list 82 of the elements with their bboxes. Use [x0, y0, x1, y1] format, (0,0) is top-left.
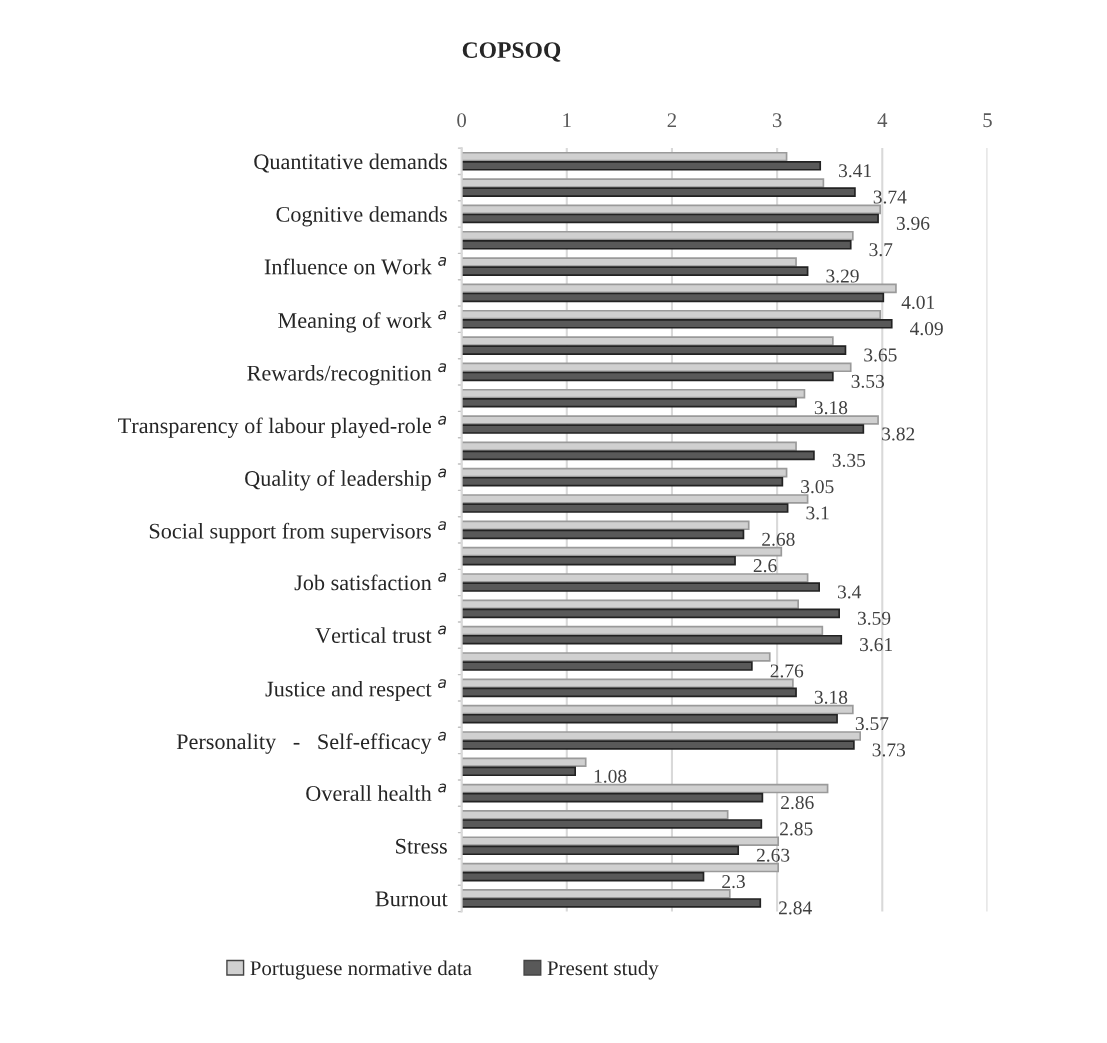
bar [461, 318, 893, 329]
legend-label: Portuguese normative data [250, 960, 472, 980]
y-tick-label: Stress [396, 838, 447, 854]
bar [461, 371, 834, 382]
y-tick-label: Vertical trust $^{a}$ [315, 625, 446, 644]
data-label: 2.63 [756, 848, 790, 862]
x-tick-label: 2 [667, 113, 677, 127]
data-label: 1.08 [594, 769, 627, 783]
bar [461, 661, 753, 671]
y-tick-label: Cognitive demands [276, 206, 447, 227]
y-tick-label: Job satisfaction $^{a}$ [294, 572, 447, 591]
bar [461, 292, 885, 303]
data-label: 3.35 [832, 453, 866, 467]
chart-title: COPSOQ [462, 42, 561, 62]
bar [461, 397, 797, 408]
y-tick-label: Influence on Work $^{a}$ [264, 256, 447, 275]
y-tick-label: Rewards/recognition $^{a}$ [247, 363, 447, 386]
data-label: 3.4 [837, 585, 862, 599]
data-label: 3.7 [869, 243, 893, 257]
data-label: 4.09 [910, 322, 943, 336]
x-tick-label: 4 [877, 113, 888, 127]
data-label: 3.73 [872, 743, 906, 757]
bar [461, 213, 879, 224]
data-label: 2.68 [762, 532, 795, 546]
y-tick-label: Personality - Self-efficacy $^{a}$ [176, 731, 446, 754]
data-label: 2.3 [722, 875, 745, 889]
data-label: 2.76 [770, 664, 804, 678]
bar [461, 713, 838, 724]
bar [461, 240, 852, 250]
bar [461, 766, 577, 777]
y-tick-label: Social support from supervisors $^{a}$ [149, 521, 446, 544]
y-tick-label: Burnout [375, 891, 448, 907]
data-label: 2.6 [753, 559, 777, 573]
x-tick-label: 5 [983, 113, 992, 128]
data-label: 2.85 [780, 822, 813, 836]
data-label: 3.05 [801, 480, 834, 494]
bar [461, 634, 843, 645]
y-tick-label: Meaning of work $^{a}$ [278, 310, 447, 333]
y-tick-label: Justice and respect $^{a}$ [265, 679, 446, 702]
bar [461, 345, 847, 355]
data-label: 3.61 [860, 638, 892, 652]
data-label: 3.1 [806, 506, 829, 520]
x-tick-label: 3 [772, 113, 782, 128]
data-label: 2.86 [781, 795, 814, 810]
data-label: 3.59 [857, 611, 891, 625]
bar [461, 266, 809, 276]
bar [461, 450, 815, 461]
bar [461, 476, 784, 487]
data-label: 4.01 [901, 295, 935, 309]
bar [461, 187, 856, 197]
x-tick-label: 0 [457, 113, 467, 128]
y-tick-label: Quality of leadership $^{a}$ [245, 468, 447, 491]
bar [461, 687, 797, 698]
data-label: 3.18 [814, 690, 848, 704]
bar [461, 792, 764, 803]
y-tick-label: Quantitative demands [254, 153, 447, 173]
x-tick-label: 1 [563, 113, 571, 127]
bar [461, 503, 789, 513]
bar [461, 871, 705, 882]
data-label: 2.84 [779, 901, 812, 915]
bar [461, 608, 840, 619]
bar [461, 424, 865, 434]
data-label: 3.82 [882, 427, 915, 441]
data-label: 3.29 [826, 269, 859, 283]
bar [461, 898, 762, 908]
data-label: 3.57 [855, 717, 889, 731]
bar [461, 555, 736, 566]
data-label: 3.65 [864, 348, 897, 362]
data-label: 3.41 [839, 164, 871, 178]
data-label: 3.53 [851, 374, 884, 388]
data-label: 3.96 [896, 216, 930, 230]
bar [461, 740, 855, 750]
bar [461, 845, 740, 856]
y-tick-label: Overall health $^{a}$ [306, 783, 447, 801]
bar [461, 161, 822, 171]
y-tick-label: Transparency of labour played-role $^{a}$ [118, 415, 447, 438]
bar [461, 582, 821, 592]
legend-label: Present study [547, 960, 659, 980]
bar [461, 529, 745, 540]
bar [461, 819, 763, 829]
data-label: 3.18 [814, 401, 848, 415]
data-label: 3.74 [873, 190, 907, 204]
